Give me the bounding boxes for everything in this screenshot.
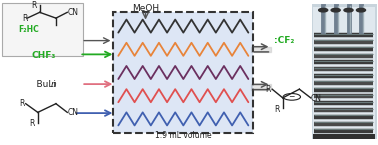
Text: R: R	[274, 105, 279, 114]
Text: BuLi: BuLi	[25, 80, 56, 89]
Circle shape	[319, 8, 328, 12]
Text: CN: CN	[67, 108, 78, 117]
Text: MeOH: MeOH	[132, 4, 159, 13]
Bar	[313, 7, 375, 138]
Text: R: R	[265, 85, 271, 94]
Text: R: R	[29, 119, 34, 128]
Bar	[113, 12, 253, 133]
Text: CN: CN	[67, 8, 78, 17]
Text: :CF₂: :CF₂	[274, 36, 294, 45]
Circle shape	[331, 8, 340, 12]
Text: R: R	[20, 99, 25, 108]
Text: 1.9 mL volume: 1.9 mL volume	[155, 131, 212, 140]
Text: CN: CN	[311, 94, 322, 103]
Text: −: −	[289, 92, 295, 101]
Bar	[312, 4, 377, 139]
Text: n: n	[50, 80, 56, 89]
FancyBboxPatch shape	[2, 3, 83, 56]
Bar	[313, 134, 375, 139]
Circle shape	[356, 8, 366, 12]
Text: CHF₃: CHF₃	[32, 51, 56, 60]
Text: F₂HC: F₂HC	[18, 25, 39, 34]
Circle shape	[344, 8, 353, 12]
Text: R: R	[31, 1, 36, 10]
Text: R: R	[22, 14, 27, 23]
